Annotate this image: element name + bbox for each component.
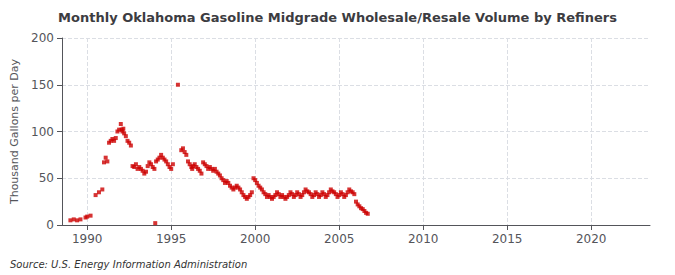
svg-text:Thousand Gallons per Day: Thousand Gallons per Day <box>8 58 21 205</box>
svg-text:50: 50 <box>39 171 54 185</box>
svg-text:1990: 1990 <box>72 232 103 246</box>
svg-text:100: 100 <box>31 125 54 139</box>
svg-text:150: 150 <box>31 78 54 92</box>
svg-text:Source: U.S. Energy Informatio: Source: U.S. Energy Information Administ… <box>10 259 247 270</box>
svg-text:2005: 2005 <box>324 232 355 246</box>
svg-text:200: 200 <box>31 31 54 45</box>
svg-text:2010: 2010 <box>408 232 439 246</box>
svg-text:2020: 2020 <box>576 232 607 246</box>
svg-text:2000: 2000 <box>240 232 271 246</box>
svg-text:Monthly Oklahoma Gasoline Midg: Monthly Oklahoma Gasoline Midgrade Whole… <box>58 10 617 25</box>
svg-text:0: 0 <box>46 218 54 232</box>
svg-text:1995: 1995 <box>156 232 187 246</box>
svg-text:2015: 2015 <box>492 232 523 246</box>
